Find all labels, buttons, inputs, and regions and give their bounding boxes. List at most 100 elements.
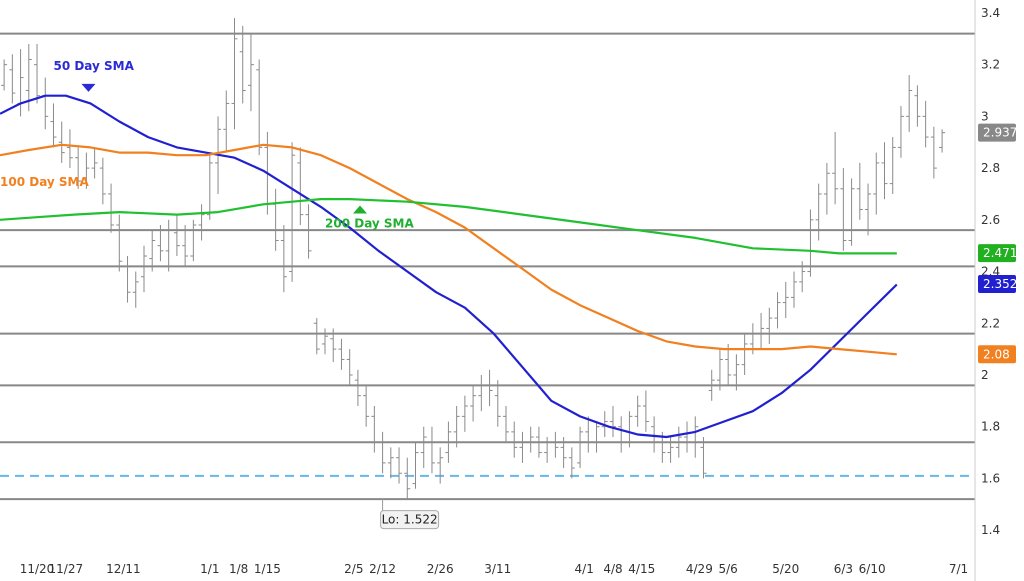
ohlc-bar (34, 43, 41, 104)
x-tick-label: 2/26 (427, 562, 454, 576)
last-value-badge: 2.352 (978, 274, 1017, 293)
ohlc-bar (725, 343, 732, 386)
ohlc-bar (939, 129, 946, 153)
x-tick-label: 3/11 (484, 562, 511, 576)
ohlc-bar (848, 178, 855, 246)
ohlc-bar (272, 188, 279, 251)
ohlc-bar (379, 431, 386, 474)
ohlc-bar (116, 214, 123, 272)
last-value-badge: 2.08 (978, 345, 1016, 364)
ohlc-bar (667, 437, 674, 463)
x-tick-label: 11/20 (20, 562, 55, 576)
ohlc-bar (823, 162, 830, 215)
ohlc-bar (914, 85, 921, 127)
x-tick-label: 4/15 (628, 562, 655, 576)
last-value-badge-box (978, 345, 1016, 364)
ohlc-bar (758, 312, 765, 350)
ohlc-bar (807, 209, 814, 277)
ohlc-bar (453, 406, 460, 448)
ohlc-bar (766, 307, 773, 344)
ohlc-bar (198, 204, 205, 241)
ohlc-bar (223, 90, 230, 153)
ohlc-bar (289, 142, 296, 282)
ohlc-bar (157, 224, 164, 262)
ohlc-bar (280, 224, 287, 293)
last-value-badge-text: 2.937 (983, 126, 1017, 140)
ohlc-bar (50, 103, 57, 148)
ohlc-bar (99, 157, 106, 205)
ohlc-bar (173, 214, 180, 257)
x-tick-label: 1/15 (254, 562, 281, 576)
ohlc-bar (470, 385, 477, 422)
ohlc-bar (182, 224, 189, 267)
ohlc-bar (206, 155, 213, 220)
ohlc-bar (305, 204, 312, 259)
ohlc-bar (9, 54, 16, 104)
50-day-sma-marker-down-icon (81, 83, 96, 92)
x-tick-label: 4/29 (686, 562, 713, 576)
50-day-sma-label: 50 Day SMA (53, 59, 134, 73)
y-tick-label: 3.4 (981, 6, 1000, 20)
x-tick-label: 4/8 (603, 562, 622, 576)
ohlc-bar (560, 437, 567, 469)
ohlc-bar (322, 328, 328, 355)
sma-lines-layer (0, 94, 898, 439)
ohlc-bar (790, 271, 797, 308)
y-tick-label: 2 (981, 368, 989, 382)
ohlc-bar (568, 447, 575, 479)
ohlc-bar (132, 271, 139, 308)
x-tick-label: 5/6 (719, 562, 738, 576)
ohlc-bar (371, 406, 378, 453)
x-tick-label: 12/11 (106, 562, 141, 576)
ohlc-bar (889, 137, 896, 194)
ohlc-bar (527, 426, 534, 453)
low-label-text: Lo: 1.522 (382, 513, 438, 527)
x-tick-label: 2/12 (369, 562, 396, 576)
ohlc-bar (387, 447, 394, 479)
ohlc-bar (593, 421, 600, 453)
ohlc-bar (149, 230, 156, 272)
ohlc-bar (239, 25, 246, 104)
last-value-badge-box (978, 274, 1016, 293)
ohlc-bar (922, 100, 929, 148)
y-tick-label: 2.8 (981, 161, 1000, 175)
ohlc-bar (478, 374, 485, 412)
ohlc-bar (774, 292, 781, 329)
y-tick-label: 1.8 (981, 420, 1000, 434)
50-day-sma-line (0, 94, 898, 439)
last-value-badge: 2.471 (978, 244, 1017, 263)
x-tick-label: 5/20 (772, 562, 799, 576)
ohlc-bar (124, 256, 131, 303)
ohlc-bar (66, 129, 73, 169)
ohlc-bars-layer (1, 18, 946, 500)
ohlc-bar (618, 416, 625, 453)
x-tick-label: 6/3 (834, 562, 853, 576)
y-axis: 3.43.232.82.62.42.221.81.61.4 (981, 6, 1000, 537)
200-day-sma-line (0, 198, 897, 255)
last-value-badge-text: 2.352 (983, 277, 1017, 291)
ohlc-bar (437, 447, 444, 484)
ohlc-bar (626, 411, 633, 448)
x-tick-label: 6/10 (859, 562, 886, 576)
ohlc-bar (675, 426, 682, 458)
ohlc-bar (190, 219, 197, 262)
ohlc-bar (906, 74, 913, 132)
ohlc-bar (1, 59, 8, 91)
ohlc-bar (856, 162, 863, 220)
ohlc-bar (503, 406, 510, 443)
ohlc-bar (577, 426, 584, 469)
ohlc-bar (313, 318, 320, 355)
x-tick-label: 2/5 (344, 562, 363, 576)
last-value-badge-text: 2.08 (983, 347, 1010, 361)
ohlc-bar (330, 328, 337, 363)
ohlc-bar (108, 183, 115, 233)
ohlc-bar (684, 421, 691, 453)
last-value-badges: 2.937 2.471 2.352 2.08 (978, 123, 1017, 364)
100-day-sma-label: 100 Day SMA (0, 175, 90, 189)
x-tick-label: 11/27 (49, 562, 84, 576)
ohlc-bar (716, 349, 723, 391)
ohlc-bar (428, 426, 435, 474)
ohlc-bar (494, 380, 501, 427)
ohlc-bar (692, 416, 699, 458)
ohlc-bar (519, 431, 526, 463)
